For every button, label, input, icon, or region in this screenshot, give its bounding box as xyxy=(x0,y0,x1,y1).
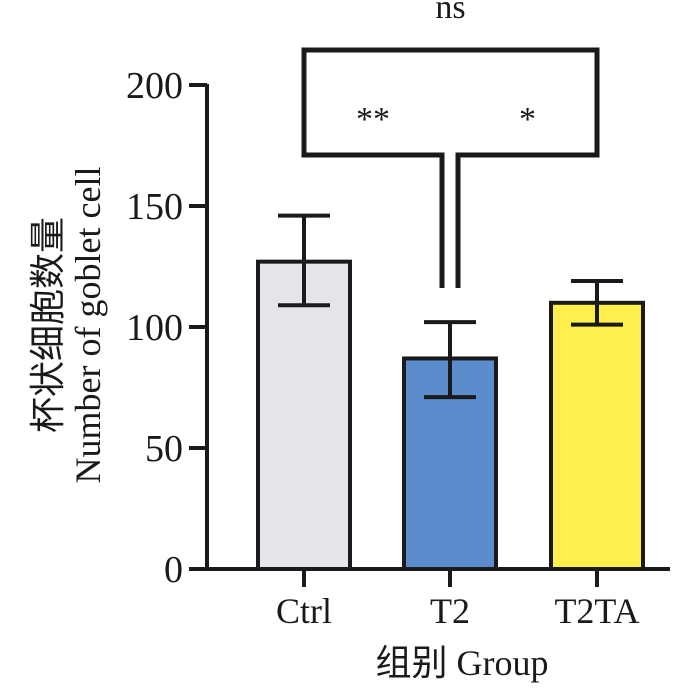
bar-ctrl xyxy=(256,259,352,571)
x-ticks: Ctrl T2 T2TA xyxy=(276,569,640,631)
y-axis-title-cn: 杯状细胞数量 xyxy=(28,217,68,433)
significance-bracket: * xyxy=(455,101,600,288)
y-tick-label: 100 xyxy=(126,307,183,349)
x-tick-label-t2ta: T2TA xyxy=(554,591,639,631)
bars xyxy=(256,259,645,571)
significance-brackets: ns** * xyxy=(301,0,600,288)
significance-bracket: ** xyxy=(301,101,445,288)
significance-label: ** xyxy=(356,101,390,138)
significance-bracket: ns xyxy=(301,0,600,130)
y-axis-title: 杯状细胞数量Number of goblet cell xyxy=(28,167,108,484)
y-tick-label: 150 xyxy=(126,186,183,228)
y-tick-label: 200 xyxy=(126,65,183,107)
y-axis-title-en: Number of goblet cell xyxy=(68,167,108,484)
significance-label: ns xyxy=(435,0,465,26)
x-tick-label-t2: T2 xyxy=(430,591,470,631)
y-tick-label: 50 xyxy=(145,428,183,470)
error-bars xyxy=(278,213,623,400)
error-bar-ctrl xyxy=(278,213,330,308)
y-tick-label: 0 xyxy=(164,549,183,591)
x-tick-label-ctrl: Ctrl xyxy=(276,591,332,631)
bar-t2ta xyxy=(549,300,645,571)
y-ticks: 0 50 100 150 200 xyxy=(126,65,207,591)
error-bar-t2ta xyxy=(571,279,623,327)
x-axis-title: 组别 Group xyxy=(376,643,549,683)
error-bar-t2 xyxy=(424,320,476,400)
significance-label: * xyxy=(519,101,536,138)
